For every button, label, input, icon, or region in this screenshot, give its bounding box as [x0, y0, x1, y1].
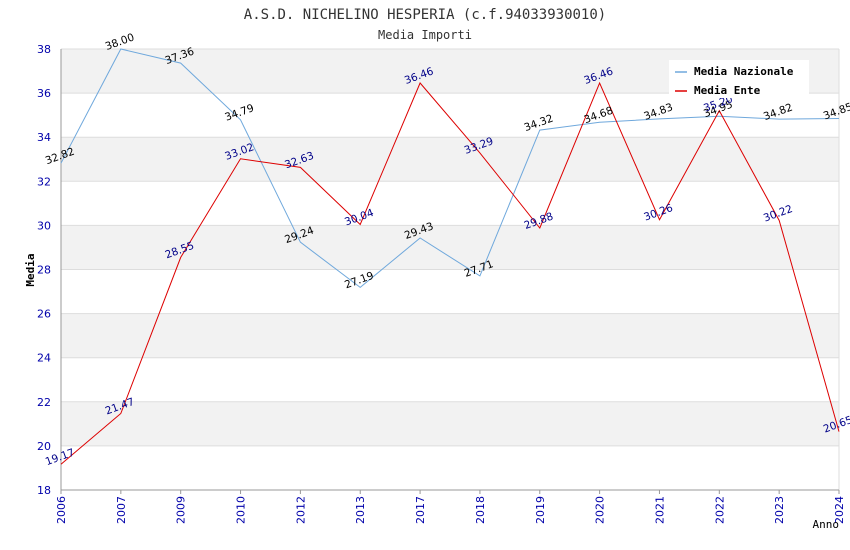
- y-tick-label: 36: [37, 87, 51, 100]
- y-axis-label: Media: [24, 253, 37, 286]
- legend-label-ente: Media Ente: [694, 84, 761, 97]
- y-tick-label: 22: [37, 396, 51, 409]
- x-tick-label: 2010: [235, 496, 248, 524]
- grid-band: [61, 357, 839, 402]
- grid-bands: [61, 49, 839, 490]
- x-tick-label: 2018: [474, 496, 487, 524]
- chart-title: A.S.D. NICHELINO HESPERIA (c.f.940339300…: [244, 7, 606, 23]
- y-tick-label: 20: [37, 440, 51, 453]
- y-tick-label: 30: [37, 219, 51, 232]
- x-tick-label: 2009: [175, 496, 188, 524]
- grid-band: [61, 137, 839, 182]
- x-axis-label: Anno: [813, 518, 840, 531]
- grid-band: [61, 445, 839, 490]
- y-tick-label: 32: [37, 175, 51, 188]
- x-tick-label: 2012: [294, 496, 307, 524]
- grid-band: [61, 181, 839, 226]
- y-tick-label: 24: [37, 352, 51, 365]
- grid-band: [61, 269, 839, 314]
- grid-band: [61, 225, 839, 270]
- legend-label-nazionale: Media Nazionale: [694, 65, 794, 78]
- grid-band: [61, 401, 839, 446]
- series-line-nazionale: [60, 48, 840, 289]
- x-tick-label: 2019: [534, 496, 547, 524]
- x-tick-label: 2020: [594, 496, 607, 524]
- x-tick-label: 2022: [713, 496, 726, 524]
- y-tick-label: 34: [37, 131, 51, 144]
- x-tick-label: 2021: [653, 496, 666, 524]
- x-tick-label: 2023: [773, 496, 786, 524]
- series-line-ente: [60, 81, 840, 465]
- y-tick-label: 28: [37, 264, 51, 277]
- series-lines: [60, 48, 840, 465]
- x-tick-label: 2024: [833, 496, 846, 524]
- legend: Media Nazionale Media Ente: [669, 60, 809, 98]
- x-tick-label: 2006: [55, 496, 68, 524]
- chart-subtitle: Media Importi: [378, 28, 472, 42]
- y-tick-label: 18: [37, 484, 51, 497]
- y-tick-label: 38: [37, 43, 51, 56]
- y-tick-labels: 18 20 22 24 26 28 30 32 34 36 38: [37, 43, 51, 497]
- x-tick-label: 2013: [354, 496, 367, 524]
- x-tick-label: 2007: [115, 496, 128, 524]
- x-tick-labels: 2006 2007 2009 2010 2012 2013 2017 2018 2019 2020…: [55, 490, 846, 524]
- grid-band: [61, 313, 839, 358]
- x-tick-label: 2017: [414, 496, 427, 524]
- y-tick-label: 26: [37, 308, 51, 321]
- legend-box: [669, 60, 809, 98]
